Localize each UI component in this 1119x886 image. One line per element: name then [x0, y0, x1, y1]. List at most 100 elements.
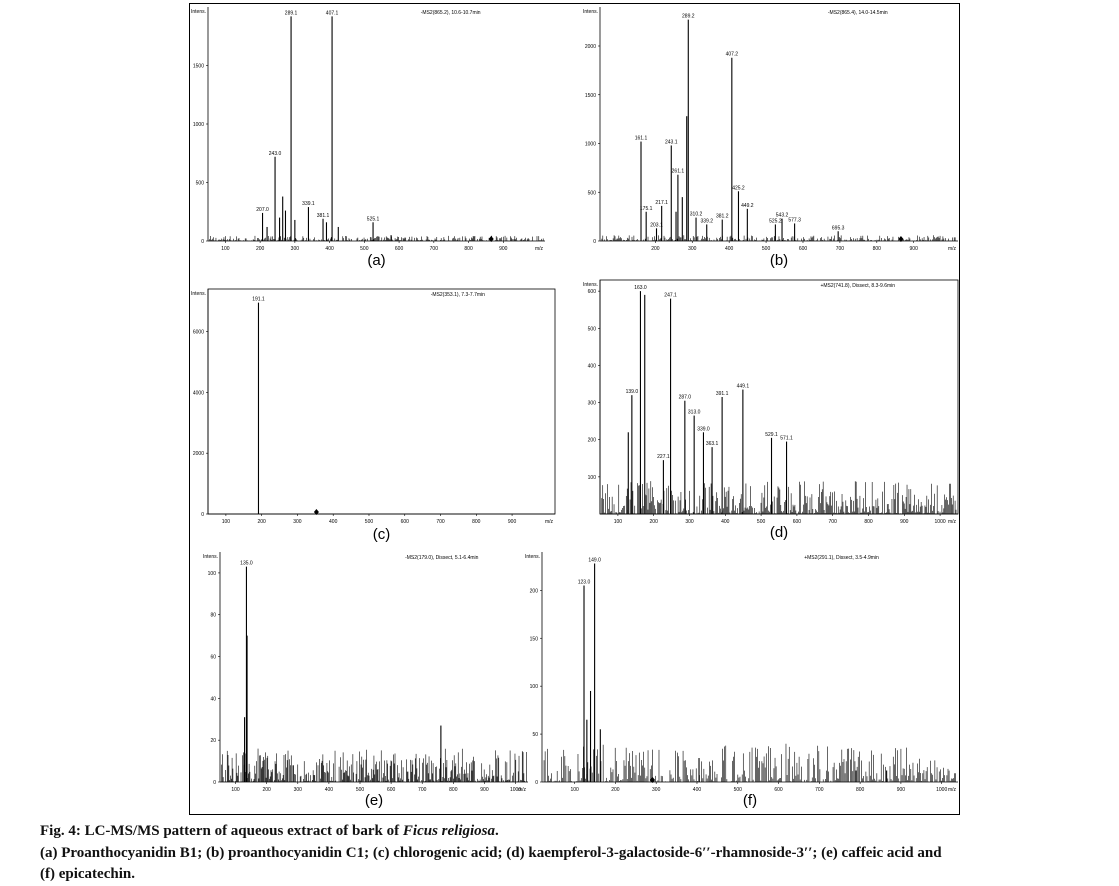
y-axis-label: Intens. — [203, 554, 218, 560]
spectrum-panel-5: Intens. m/z -MS2(179.0), Dissect, 5.1-6.4m… — [203, 552, 528, 809]
y-tick-label: 40 — [210, 696, 216, 702]
x-tick-label: 600 — [387, 787, 396, 793]
peak-label: 525.2 — [769, 218, 782, 224]
x-tick-label: 800 — [472, 519, 481, 525]
spectrum-panel-6: Intens. m/z +MS2(291.1), Dissect, 3.5-4.9m… — [525, 552, 958, 809]
spectrum-panel-3: Intens. m/z -MS2(353.1), 7.3-7.7min 100 200 3… — [191, 288, 556, 543]
y-axis-label: Intens. — [583, 9, 598, 15]
x-axis-label: m/z — [948, 787, 957, 793]
x-tick-label: 400 — [725, 246, 734, 252]
peak-label: 391.1 — [716, 391, 729, 397]
peak-label: 149.0 — [588, 558, 601, 564]
x-tick-label: 200 — [650, 519, 659, 525]
peak-label: 407.2 — [726, 52, 739, 58]
peak-label: 543.2 — [776, 213, 789, 219]
x-tick-label: 800 — [864, 519, 873, 525]
x-tick-label: 300 — [291, 246, 300, 252]
spectrum-panel-4: Intens. m/z +MS2(741.8), Dissect, 8.3-9.6m… — [583, 279, 959, 541]
x-tick-label: 400 — [325, 246, 334, 252]
x-tick-label: 200 — [611, 787, 620, 793]
peak-label: 289.2 — [682, 14, 695, 20]
x-tick-label: 300 — [652, 787, 661, 793]
y-tick-label: 20 — [210, 738, 216, 744]
x-tick-label: 400 — [329, 519, 338, 525]
peak-label: 425.2 — [732, 185, 745, 191]
x-tick-label: 300 — [688, 246, 697, 252]
peak-label: 381.2 — [716, 214, 729, 220]
peak-label: 123.0 — [578, 580, 591, 586]
y-tick-label: 1500 — [585, 93, 596, 99]
x-tick-label: 1000 — [935, 519, 946, 525]
peak-label: 203.1 — [650, 222, 663, 228]
y-tick-label: 1000 — [193, 122, 204, 128]
x-tick-label: 400 — [693, 787, 702, 793]
x-tick-label: 600 — [395, 246, 404, 252]
y-tick-label: 100 — [588, 475, 597, 481]
peak-label: 339.0 — [697, 426, 710, 432]
peak-label: 339.2 — [700, 218, 713, 224]
peak-label: 363.1 — [706, 441, 719, 447]
x-tick-label: 100 — [231, 787, 240, 793]
x-tick-label: 900 — [480, 787, 489, 793]
y-tick-label: 400 — [588, 363, 597, 369]
peak-label: 525.1 — [367, 216, 380, 222]
peak-label: 139.0 — [626, 389, 639, 395]
precursor-marker-icon — [488, 236, 494, 242]
precursor-marker-icon — [898, 236, 904, 242]
peak-label: 695.3 — [832, 225, 845, 231]
x-tick-label: 600 — [799, 246, 808, 252]
x-tick-label: 1000 — [936, 787, 947, 793]
caption-prefix: Fig. 4: LC-MS/MS pattern of aqueous extr… — [40, 823, 403, 839]
y-tick-label: 200 — [530, 588, 539, 594]
x-tick-label: 500 — [757, 519, 766, 525]
x-tick-label: 400 — [721, 519, 730, 525]
figure-frame: Intens. m/z -MS2(865.2), 10.6-10.7min 100 20… — [189, 3, 960, 815]
peak-label: 243.0 — [269, 151, 282, 157]
baseline-noise — [601, 235, 957, 241]
baseline-noise — [221, 748, 527, 782]
peak-label: 407.1 — [326, 10, 339, 16]
x-tick-label: 100 — [570, 787, 579, 793]
y-axis-label: Intens. — [191, 9, 206, 15]
figure-caption-title: Fig. 4: LC-MS/MS pattern of aqueous extr… — [40, 823, 499, 840]
peak-label: 135.0 — [240, 561, 253, 567]
x-tick-label: 700 — [436, 519, 445, 525]
x-tick-label: 300 — [293, 519, 302, 525]
x-tick-label: 800 — [464, 246, 473, 252]
panel-label: (c) — [373, 526, 391, 543]
x-tick-label: 300 — [294, 787, 303, 793]
x-tick-label: 900 — [910, 246, 919, 252]
x-tick-label: 900 — [900, 519, 909, 525]
y-tick-label: 2000 — [193, 451, 204, 457]
baseline-noise — [543, 743, 956, 782]
y-tick-label: 1500 — [193, 64, 204, 70]
peak-label: 381.1 — [317, 213, 330, 219]
y-tick-label: 500 — [588, 190, 597, 196]
spectrum-panel-1: Intens. m/z -MS2(865.2), 10.6-10.7min 100 20… — [191, 7, 545, 269]
x-tick-label: 400 — [325, 787, 334, 793]
peak-label: 175.1 — [640, 206, 653, 212]
figure-spectra: Intens. m/z -MS2(865.2), 10.6-10.7min 100 20… — [191, 7, 959, 809]
x-axis-label: m/z — [948, 519, 957, 525]
x-tick-label: 500 — [356, 787, 365, 793]
peak-label: 571.1 — [780, 436, 793, 442]
peak-label: 243.1 — [665, 139, 678, 145]
x-tick-label: 900 — [508, 519, 517, 525]
y-tick-label: 300 — [588, 401, 597, 407]
peak-label: 310.2 — [690, 212, 703, 218]
panel-label: (f) — [743, 792, 757, 809]
x-tick-label: 600 — [793, 519, 802, 525]
baseline-noise — [209, 235, 544, 241]
y-tick-label: 600 — [588, 289, 597, 295]
peak-label: 449.1 — [737, 384, 750, 390]
x-tick-label: 100 — [614, 519, 623, 525]
y-tick-label: 0 — [535, 780, 538, 786]
y-tick-label: 500 — [588, 326, 597, 332]
x-axis-label: m/z — [518, 787, 527, 793]
figure-caption-compounds-cont: (f) epicatechin. — [40, 866, 135, 882]
spectrum-header: -MS2(179.0), Dissect, 5.1-6.4min — [405, 555, 479, 561]
x-tick-label: 100 — [222, 519, 231, 525]
x-tick-label: 200 — [257, 519, 266, 525]
spectrum-header: -MS2(865.2), 10.6-10.7min — [421, 10, 481, 16]
peak-label: 313.0 — [688, 410, 701, 416]
